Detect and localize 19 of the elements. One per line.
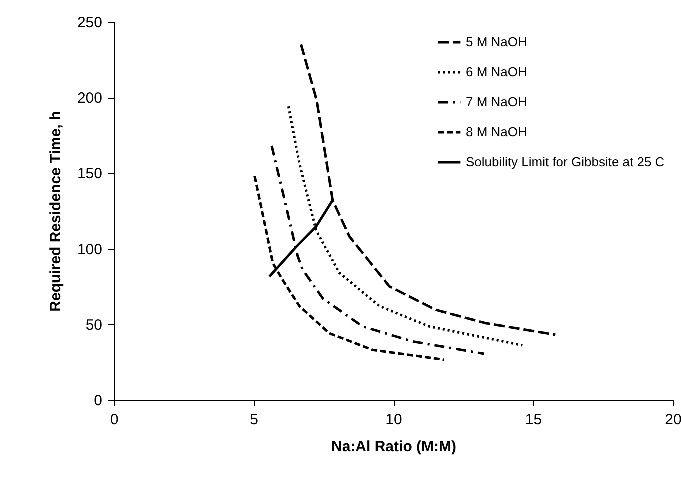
x-tick-label: 0 xyxy=(110,412,119,428)
x-tick-label: 5 xyxy=(250,412,258,428)
y-tick-label: 100 xyxy=(77,241,102,258)
x-tick-label: 15 xyxy=(525,412,542,428)
y-tick-label: 250 xyxy=(77,14,102,32)
y-tick-label: 200 xyxy=(77,90,102,108)
x-axis-title: Na:Al Ratio (M:M) xyxy=(332,438,456,456)
y-tick-label: 150 xyxy=(77,166,102,183)
legend-label: 8 M NaOH xyxy=(466,124,528,140)
y-tick-label: 50 xyxy=(86,316,102,334)
legend-label: 5 M NaOH xyxy=(466,34,528,50)
y-tick-label: 0 xyxy=(94,392,102,410)
x-tick-label: 10 xyxy=(386,412,402,428)
legend-label: Solubility Limit for Gibbsite at 25 C xyxy=(466,154,665,170)
y-axis-title: Required Residence Time, h xyxy=(47,111,64,312)
x-tick-label: 20 xyxy=(665,412,681,428)
legend-label: 6 M NaOH xyxy=(466,64,528,80)
legend-label: 7 M NaOH xyxy=(466,94,528,110)
line-series xyxy=(254,174,446,362)
